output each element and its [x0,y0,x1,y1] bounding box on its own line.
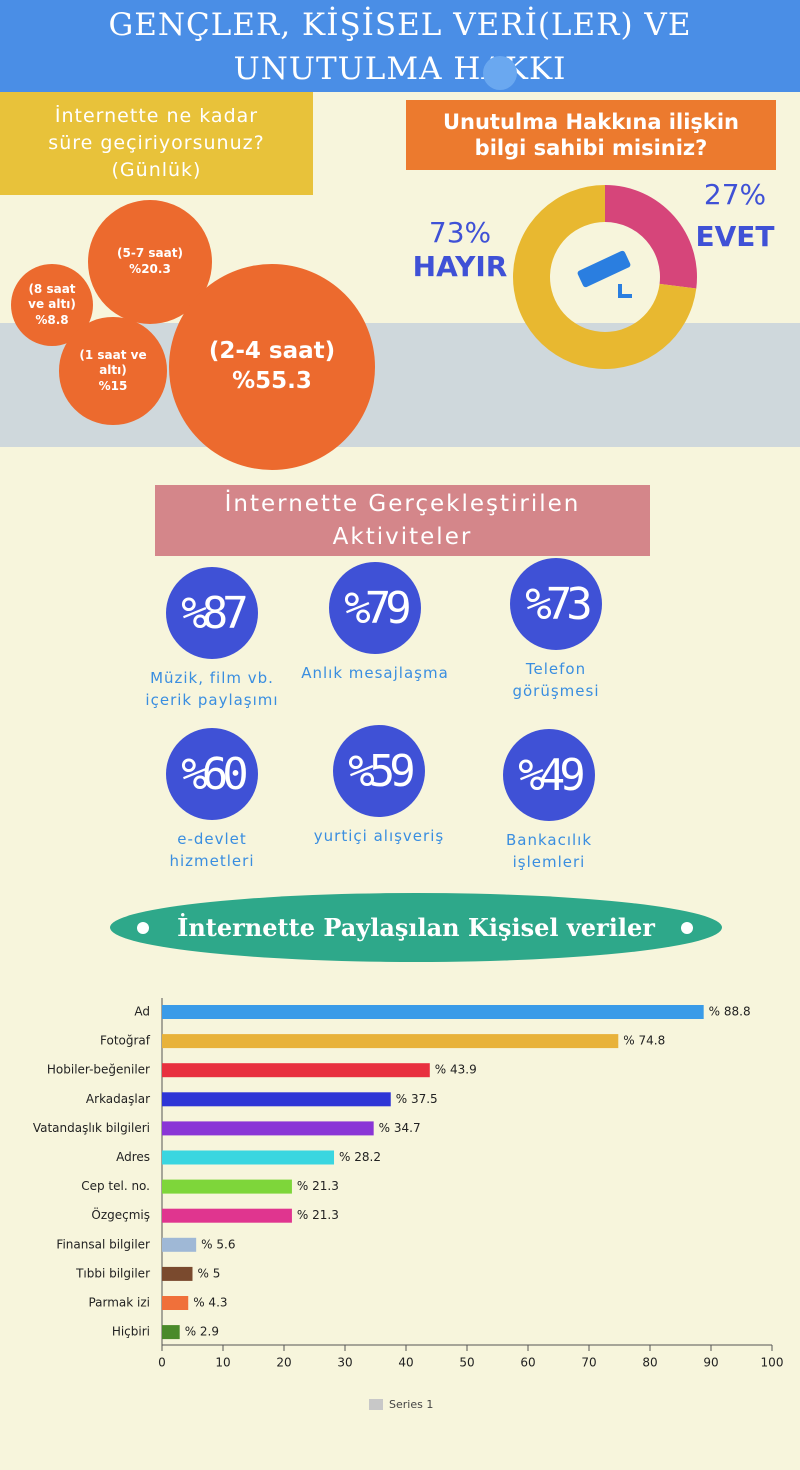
activity-circle: %87 [166,567,258,659]
x-tick-label: 50 [459,1356,474,1370]
user-icon [483,56,517,90]
forget-question: Unutulma Hakkına ilişkin bilgi sahibi mi… [406,100,776,170]
activity-circle: %59 [333,725,425,817]
bubble: (5-7 saat) %20.3 [87,199,213,325]
y-tick-label: Adres [116,1150,150,1164]
dot [681,922,693,934]
y-tick-label: Fotoğraf [100,1034,151,1048]
shared-title: İnternette Paylaşılan Kişisel veriler [110,893,722,962]
bar-value-label: % 88.8 [709,1005,751,1019]
x-tick-label: 100 [761,1356,784,1370]
y-tick-label: Özgeçmiş [91,1206,150,1222]
bar-value-label: % 43.9 [435,1063,477,1077]
activity-circle: %73 [510,558,602,650]
bar [162,1121,374,1136]
camera-icon [577,250,631,288]
bubble-value: %55.3 [232,368,312,394]
bar [162,1179,292,1194]
x-tick-label: 0 [158,1356,166,1370]
bar [162,1092,391,1107]
bar [162,1150,335,1165]
activity-caption: Bankacılık işlemleri [505,831,593,871]
bar-value-label: % 21.3 [297,1179,339,1193]
bubble-category: (8 saat ve altı) [28,281,76,312]
dot [137,922,149,934]
donut-category-label: EVET [695,220,774,253]
activity-caption: Telefon görüşmesi [512,660,600,700]
bubble-category: (5-7 saat) [117,246,183,261]
donut-slice [605,185,697,289]
bar [162,1237,197,1252]
y-tick-label: Cep tel. no. [81,1179,150,1193]
time-question: İnternette ne kadar süre geçiriyorsunuz?… [0,92,313,195]
activity-circle: %79 [329,562,421,654]
bubble: (8 saat ve altı) %8.8 [10,263,94,347]
header-band [0,0,800,92]
bar-value-label: % 5.6 [201,1237,235,1251]
y-tick-label: Parmak izi [88,1296,150,1310]
y-tick-label: Finansal bilgiler [56,1237,150,1251]
x-tick-label: 90 [703,1356,718,1370]
bar [162,1296,189,1310]
bar-value-label: % 4.3 [193,1296,227,1310]
activity-caption: e-devlet hizmetleri [169,830,255,870]
y-tick-label: Hobiler-beğeniler [47,1063,150,1077]
bubble-value: %8.8 [35,312,69,327]
bubble-value: %15 [98,378,128,393]
bar-value-label: % 21.3 [297,1208,339,1222]
bar-value-label: % 74.8 [623,1034,665,1048]
bar-value-label: % 37.5 [396,1092,438,1106]
bubble-value: %20.3 [129,261,171,276]
y-tick-label: Ad [134,1005,150,1019]
camera-stand [618,284,632,298]
legend-label: Series 1 [389,1398,433,1411]
bar [162,1266,193,1281]
legend-swatch [369,1399,383,1410]
y-tick-label: Tıbbi bilgiler [75,1266,150,1280]
bar [162,1325,180,1340]
bar [162,1063,430,1078]
x-tick-label: 10 [215,1356,230,1370]
y-tick-label: Vatandaşlık bilgileri [33,1121,150,1135]
bar-value-label: % 28.2 [339,1150,381,1164]
donut-category-label: HAYIR [413,250,508,283]
x-tick-label: 30 [337,1356,352,1370]
activity-circle: %49 [503,729,595,821]
x-tick-label: 70 [581,1356,596,1370]
y-tick-label: Hiçbiri [112,1325,150,1339]
x-tick-label: 60 [520,1356,535,1370]
bar-value-label: % 5 [198,1266,221,1280]
x-tick-label: 20 [276,1356,291,1370]
x-tick-label: 40 [398,1356,413,1370]
activity-caption: Müzik, film vb. içerik paylaşımı [145,669,279,709]
x-tick-label: 80 [642,1356,657,1370]
bar-value-label: % 2.9 [185,1325,219,1339]
y-tick-label: Arkadaşlar [86,1092,150,1106]
bubble-category: (1 saat ve altı) [79,347,147,378]
bar [162,1005,704,1019]
activity-circle: %60 [166,728,258,820]
donut-value-label: 73% [429,216,491,249]
activity-caption: yurtiçi alışveriş [313,827,445,845]
bar [162,1208,292,1223]
activity-caption: Anlık mesajlaşma [301,664,449,682]
activities-title: İnternette Gerçekleştirilen Aktiviteler [155,485,650,556]
bar [162,1034,619,1049]
bubble: (2-4 saat) %55.3 [169,264,375,470]
donut-slice [513,185,697,369]
bubble-category: (2-4 saat) [208,338,336,365]
donut-value-label: 27% [704,178,766,211]
bar-value-label: % 34.7 [379,1121,421,1135]
bubble: (1 saat ve altı) %15 [59,317,167,425]
